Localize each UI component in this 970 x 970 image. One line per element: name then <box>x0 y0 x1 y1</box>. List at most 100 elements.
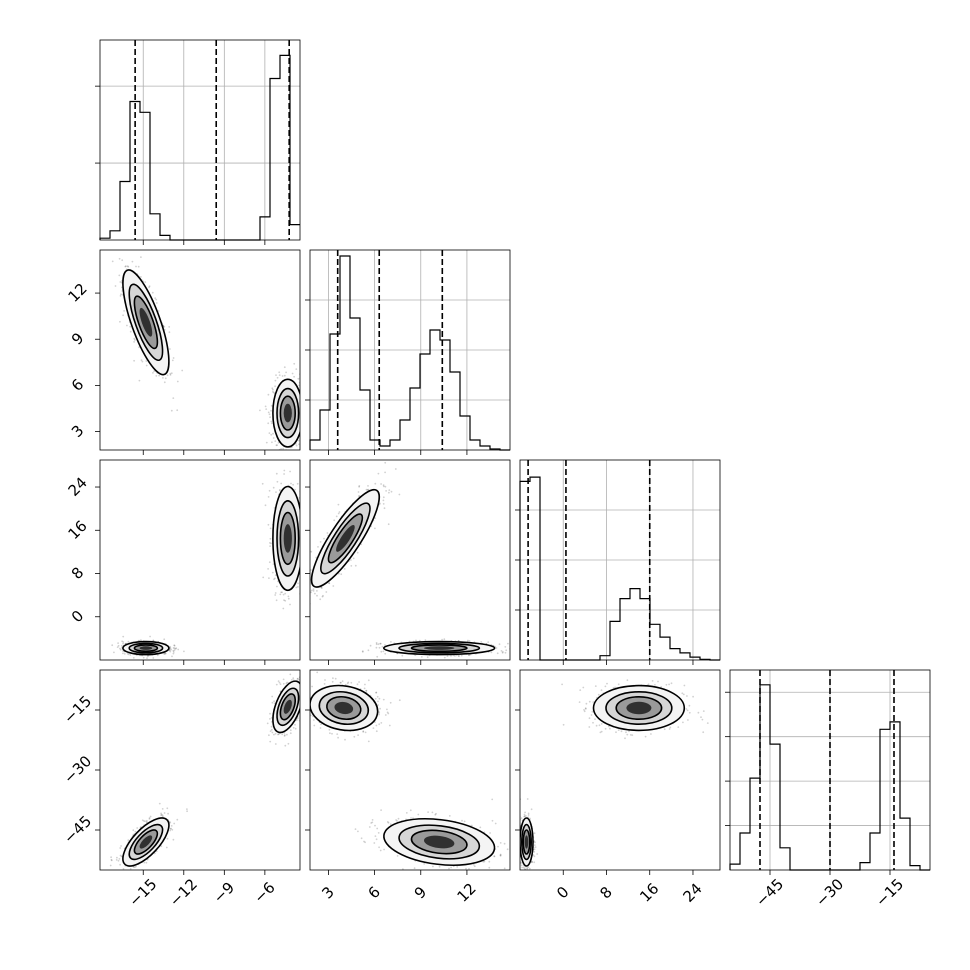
scatter-point <box>283 469 286 472</box>
scatter-point <box>502 651 504 653</box>
scatter-point <box>291 679 293 681</box>
scatter-point <box>174 648 177 650</box>
scatter-point <box>294 723 296 726</box>
scatter-point <box>117 644 120 647</box>
scatter-point <box>374 482 377 485</box>
scatter-point <box>175 647 178 650</box>
scatter-point <box>271 387 274 390</box>
contour-line <box>320 502 371 575</box>
scatter-point <box>171 359 174 362</box>
scatter-point <box>335 515 338 518</box>
scatter-point <box>172 357 175 359</box>
scatter-point <box>295 586 298 589</box>
scatter-point <box>173 647 176 650</box>
scatter-point <box>119 647 121 650</box>
scatter-point <box>273 700 275 703</box>
scatter-point <box>168 326 171 328</box>
scatter-point <box>270 717 273 719</box>
contour-line <box>310 488 381 588</box>
scatter-point <box>265 441 268 444</box>
scatter-point <box>357 491 360 493</box>
contour-line <box>272 485 300 592</box>
scatter-point <box>287 595 290 598</box>
scatter-point <box>271 701 274 704</box>
scatter-point <box>297 582 299 585</box>
scatter-point <box>143 820 145 822</box>
scatter-point <box>166 807 169 810</box>
scatter-point <box>183 650 185 653</box>
scatter-point <box>270 420 273 423</box>
scatter-point <box>290 446 293 449</box>
scatter-point <box>119 854 122 857</box>
scatter-point <box>352 557 355 560</box>
hist-panel-3 <box>725 669 931 875</box>
scatter-point <box>454 655 456 657</box>
scatter-point <box>284 599 287 602</box>
panel-frame <box>99 249 301 451</box>
scatter-point <box>267 568 269 570</box>
scatter-point <box>267 393 270 396</box>
scatter-point <box>111 260 114 263</box>
scatter-point <box>295 719 298 722</box>
scatter-point <box>289 673 292 676</box>
contour-line <box>272 680 300 734</box>
scatter-point <box>169 372 172 375</box>
scatter-point <box>169 650 172 653</box>
scatter-point <box>122 635 125 638</box>
density-level <box>139 307 153 337</box>
scatter-point <box>366 488 369 491</box>
scatter-point <box>293 362 296 365</box>
scatter-point <box>270 422 273 425</box>
scatter-point <box>268 561 271 564</box>
scatter-point <box>287 742 290 745</box>
contour-line <box>279 693 297 721</box>
scatter-point <box>274 379 277 382</box>
hist-bg <box>100 40 300 240</box>
scatter-point <box>176 380 179 383</box>
contour-line <box>276 387 300 439</box>
scatter-point <box>276 444 278 446</box>
scatter-point <box>274 440 277 442</box>
scatter-point <box>272 486 275 489</box>
scatter-point <box>290 482 292 485</box>
scatter-point <box>122 641 125 643</box>
scatter-point <box>384 485 387 488</box>
scatter-point <box>322 594 324 597</box>
scatter-point <box>126 265 129 267</box>
contour-line <box>133 644 159 653</box>
scatter-point <box>277 733 279 736</box>
scatter-point <box>173 644 176 647</box>
scatter-point <box>501 651 504 654</box>
scatter-point <box>122 652 124 655</box>
scatter-point <box>487 641 490 643</box>
scatter-point <box>278 681 281 684</box>
scatter-point <box>270 725 273 728</box>
scatter-point <box>144 281 147 283</box>
scatter-point <box>274 385 276 388</box>
contour-line <box>133 295 159 350</box>
scatter-point <box>295 444 298 447</box>
scatter-point <box>165 846 168 849</box>
scatter-point <box>129 325 132 328</box>
scatter-point <box>277 441 280 444</box>
scatter-point <box>172 647 175 649</box>
scatter-point <box>278 371 281 374</box>
scatter-point <box>140 359 143 362</box>
scatter-point <box>337 503 340 506</box>
contour-line <box>122 640 170 656</box>
scatter-point <box>264 405 267 408</box>
scatter-point <box>284 592 287 595</box>
scatter-point <box>319 598 322 601</box>
scatter-point <box>297 586 299 588</box>
scatter-point <box>446 655 449 657</box>
scatter-point <box>157 310 160 312</box>
scatter-point <box>132 657 135 659</box>
scatter-point <box>293 375 295 378</box>
contour-line <box>122 269 170 376</box>
panel-frame <box>309 249 511 451</box>
scatter-point <box>137 265 140 268</box>
scatter-point <box>154 297 157 300</box>
histogram-step <box>309 255 510 451</box>
scatter-point <box>274 574 277 577</box>
scatter-point <box>384 644 386 646</box>
